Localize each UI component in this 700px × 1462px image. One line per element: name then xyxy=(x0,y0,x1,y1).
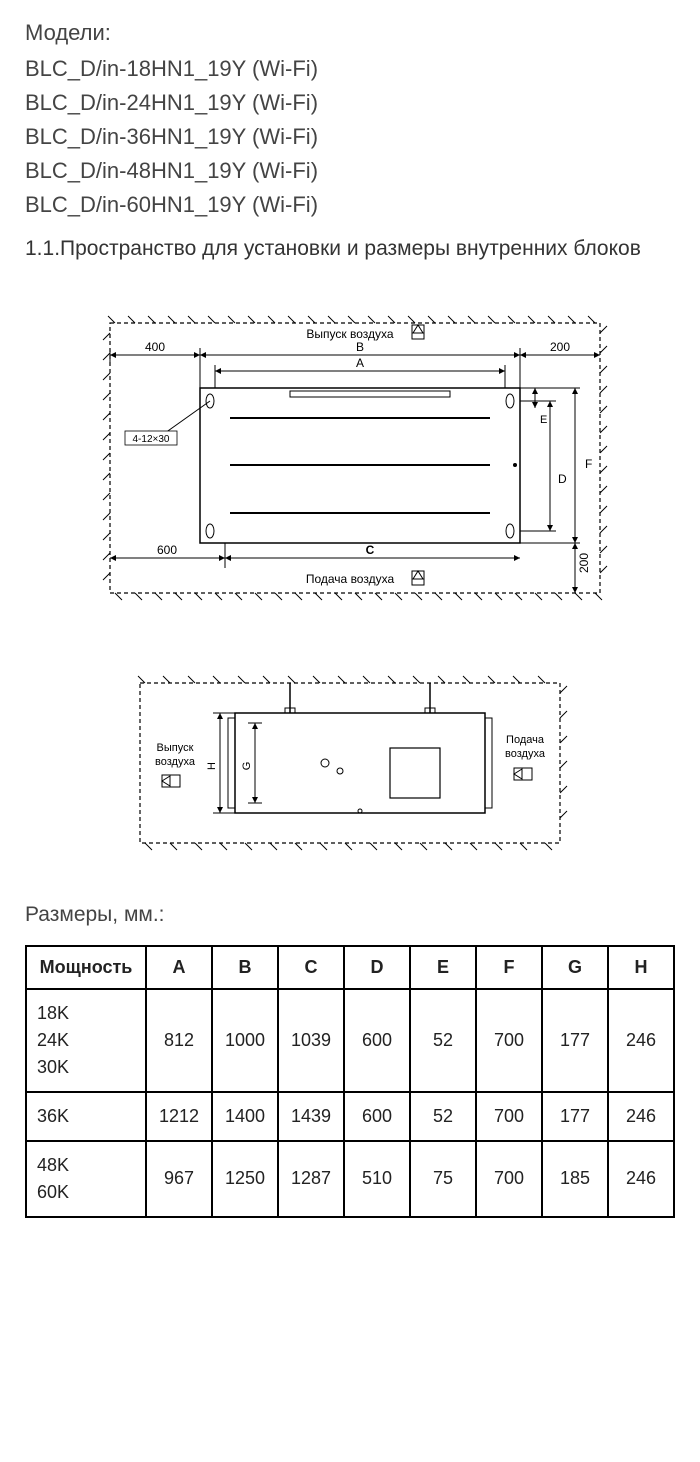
table-cell: 177 xyxy=(542,989,608,1092)
table-cell: 1439 xyxy=(278,1092,344,1141)
col-header: H xyxy=(608,946,674,989)
table-cell: 1400 xyxy=(212,1092,278,1141)
dim-C: C xyxy=(366,543,375,557)
col-header: E xyxy=(410,946,476,989)
outlet-label-2: воздуха xyxy=(155,756,196,768)
power-cell: 36K xyxy=(26,1092,146,1141)
table-cell: 700 xyxy=(476,1141,542,1217)
dim-B: B xyxy=(356,340,364,354)
diagram-top-view: 400 B A 200 Выпуск воздуха 600 C Подача … xyxy=(25,283,675,613)
table-cell: 1287 xyxy=(278,1141,344,1217)
col-header: C xyxy=(278,946,344,989)
dim-200b: 200 xyxy=(577,553,591,573)
power-cell: 18K24K30K xyxy=(26,989,146,1092)
table-cell: 600 xyxy=(344,1092,410,1141)
dim-A: A xyxy=(356,356,364,370)
dim-F: F xyxy=(585,457,592,471)
table-cell: 246 xyxy=(608,1141,674,1217)
inlet-label-2: воздуха xyxy=(505,748,546,760)
table-cell: 700 xyxy=(476,1092,542,1141)
table-cell: 185 xyxy=(542,1141,608,1217)
table-cell: 52 xyxy=(410,989,476,1092)
table-cell: 246 xyxy=(608,1092,674,1141)
table-cell: 1212 xyxy=(146,1092,212,1141)
col-header: D xyxy=(344,946,410,989)
table-row: 36K 1212 1400 1439 600 52 700 177 246 xyxy=(26,1092,674,1141)
hole-callout: 4-12×30 xyxy=(133,434,170,445)
dim-H: H xyxy=(206,762,218,770)
model-item: BLC_D/in-60HN1_19Y (Wi-Fi) xyxy=(25,188,675,222)
dimensions-table: Мощность A B C D E F G H 18K24K30K 812 1… xyxy=(25,945,675,1218)
table-cell: 246 xyxy=(608,989,674,1092)
inlet-label-1: Подача xyxy=(506,734,545,746)
model-item: BLC_D/in-36HN1_19Y (Wi-Fi) xyxy=(25,120,675,154)
dim-G: G xyxy=(241,762,253,771)
models-heading: Модели: xyxy=(25,20,675,46)
table-cell: 967 xyxy=(146,1141,212,1217)
dim-400: 400 xyxy=(145,340,165,354)
col-header: G xyxy=(542,946,608,989)
col-header-power: Мощность xyxy=(26,946,146,989)
table-cell: 1000 xyxy=(212,989,278,1092)
table-cell: 1039 xyxy=(278,989,344,1092)
table-row: 48K60K 967 1250 1287 510 75 700 185 246 xyxy=(26,1141,674,1217)
model-item: BLC_D/in-24HN1_19Y (Wi-Fi) xyxy=(25,86,675,120)
models-list: BLC_D/in-18HN1_19Y (Wi-Fi) BLC_D/in-24HN… xyxy=(25,52,675,222)
table-cell: 75 xyxy=(410,1141,476,1217)
col-header: B xyxy=(212,946,278,989)
model-item: BLC_D/in-18HN1_19Y (Wi-Fi) xyxy=(25,52,675,86)
section-heading: 1.1.Пространство для установки и размеры… xyxy=(53,234,675,264)
table-cell: 510 xyxy=(344,1141,410,1217)
dim-600: 600 xyxy=(157,543,177,557)
table-row: 18K24K30K 812 1000 1039 600 52 700 177 2… xyxy=(26,989,674,1092)
inlet-label: Подача воздуха xyxy=(306,572,395,586)
dim-200a: 200 xyxy=(550,340,570,354)
outlet-label-1: Выпуск xyxy=(157,742,194,754)
col-header: F xyxy=(476,946,542,989)
table-cell: 177 xyxy=(542,1092,608,1141)
table-cell: 700 xyxy=(476,989,542,1092)
outlet-label: Выпуск воздуха xyxy=(306,327,393,341)
dim-D: D xyxy=(558,472,567,486)
table-cell: 52 xyxy=(410,1092,476,1141)
dimensions-heading: Размеры, мм.: xyxy=(25,903,675,927)
table-cell: 600 xyxy=(344,989,410,1092)
col-header: A xyxy=(146,946,212,989)
diagram-side-view: G H Выпуск воздуха Подача воздуха xyxy=(25,653,675,863)
dim-E: E xyxy=(540,414,547,426)
table-cell: 812 xyxy=(146,989,212,1092)
model-item: BLC_D/in-48HN1_19Y (Wi-Fi) xyxy=(25,154,675,188)
table-cell: 1250 xyxy=(212,1141,278,1217)
power-cell: 48K60K xyxy=(26,1141,146,1217)
